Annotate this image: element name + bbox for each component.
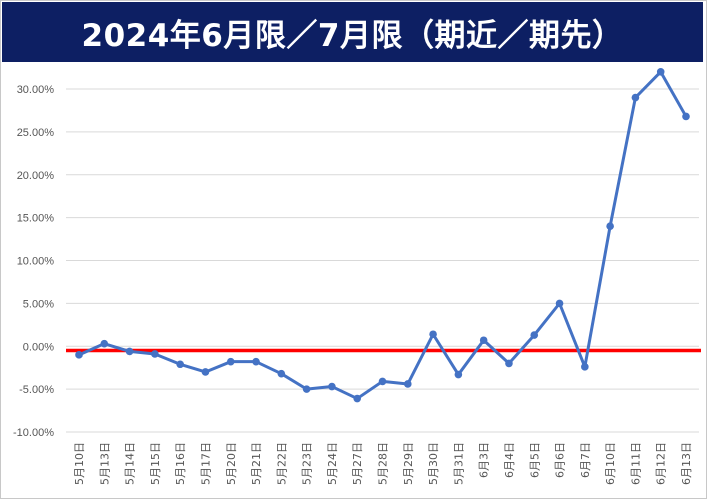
data-point	[302, 385, 311, 393]
data-point	[100, 339, 109, 348]
data-point	[656, 68, 665, 76]
x-tick-label: 6月3日	[478, 442, 491, 478]
x-tick-label: 6月12日	[655, 442, 668, 485]
data-point	[378, 377, 387, 386]
data-point	[75, 351, 83, 359]
data-point	[176, 360, 184, 369]
data-point	[252, 357, 260, 366]
data-point	[277, 369, 286, 378]
x-tick-label: 5月29日	[402, 442, 415, 485]
data-point	[125, 347, 134, 356]
data-point	[403, 380, 412, 388]
x-tick-label: 5月15日	[149, 442, 162, 485]
x-tick-label: 5月16日	[174, 442, 187, 485]
x-tick-label: 5月31日	[452, 442, 465, 485]
data-point	[429, 330, 437, 339]
x-tick-label: 5月30日	[427, 442, 440, 485]
x-tick-label: 5月21日	[250, 442, 263, 485]
y-tick-label: 20.00%	[17, 170, 55, 182]
data-point	[631, 93, 640, 102]
x-tick-label: 5月10日	[73, 442, 86, 485]
x-tick-label: 5月24日	[326, 442, 339, 485]
data-point	[555, 299, 564, 308]
x-tick-label: 6月4日	[503, 442, 516, 478]
x-tick-label: 6月6日	[554, 442, 567, 478]
data-point	[328, 382, 336, 391]
data-point	[606, 222, 614, 230]
y-tick-label: -10.00%	[13, 427, 54, 439]
x-tick-label: 6月5日	[528, 442, 541, 478]
x-tick-label: 5月20日	[225, 442, 238, 485]
chart-title: 2024年6月限／7月限（期近／期先）	[2, 2, 703, 62]
data-point	[226, 357, 235, 366]
y-tick-label: -5.00%	[19, 384, 54, 396]
y-tick-label: 25.00%	[17, 127, 55, 139]
x-tick-label: 5月22日	[275, 442, 288, 485]
x-tick-label: 5月27日	[351, 442, 364, 485]
data-point	[454, 370, 463, 379]
data-point	[201, 368, 210, 376]
data-point	[505, 359, 513, 368]
data-point	[581, 363, 589, 371]
x-tick-label: 5月14日	[124, 442, 137, 485]
data-point	[682, 112, 690, 121]
x-tick-label: 5月17日	[199, 442, 212, 485]
x-tick-label: 6月10日	[604, 442, 617, 485]
data-point	[479, 336, 488, 345]
data-point	[151, 350, 159, 358]
x-tick-label: 5月28日	[377, 442, 390, 485]
data-point	[530, 331, 539, 339]
data-point	[353, 394, 362, 403]
x-tick-label: 6月13日	[680, 442, 693, 485]
x-tick-label: 6月11日	[629, 442, 642, 485]
y-tick-label: 10.00%	[17, 256, 55, 268]
y-tick-label: 0.00%	[23, 341, 54, 353]
x-tick-label: 5月13日	[98, 442, 111, 485]
y-tick-label: 30.00%	[17, 84, 55, 96]
y-tick-label: 5.00%	[23, 298, 54, 310]
x-tick-label: 6月7日	[579, 442, 592, 478]
y-tick-label: 15.00%	[17, 213, 55, 225]
x-tick-label: 5月23日	[301, 442, 314, 485]
